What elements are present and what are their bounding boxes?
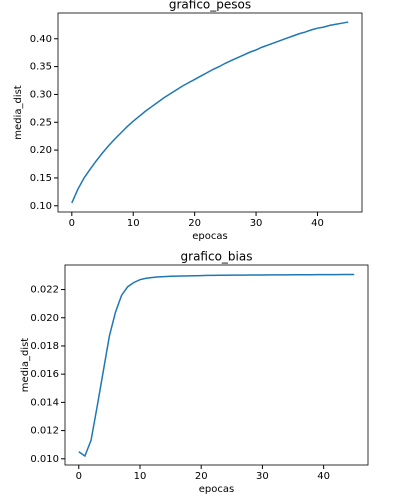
x-tick-label: 10 [127,218,140,229]
x-tick-label: 30 [256,471,269,482]
y-tick-label: 0.020 [30,313,59,324]
y-tick-label: 0.10 [30,201,52,212]
x-tick-label: 40 [311,218,324,229]
y-tick-label: 0.25 [30,117,52,128]
axes-frame [64,264,369,466]
chart-title: grafico_pesos [169,0,251,12]
y-tick-label: 0.014 [30,397,59,408]
y-tick-label: 0.40 [30,34,52,45]
x-tick-label: 10 [134,471,147,482]
y-tick-label: 0.022 [30,285,59,296]
y-tick-label: 0.35 [30,62,52,73]
y-tick-label: 0.20 [30,145,52,156]
y-tick-label: 0.012 [30,426,59,437]
y-axis-label: media_dist [13,85,24,139]
x-tick-label: 0 [69,218,75,229]
line-series [78,273,355,458]
y-tick-label: 0.30 [30,89,52,100]
line-series [71,21,349,204]
y-tick-label: 0.15 [30,173,52,184]
y-tick-label: 0.010 [30,454,59,465]
x-tick-label: 20 [188,218,201,229]
x-tick-label: 40 [317,471,330,482]
chart-title: grafico_bias [181,250,253,264]
x-axis-label: epocas [199,484,234,495]
x-tick-label: 30 [250,218,263,229]
axes-frame [57,12,363,213]
x-tick-label: 20 [195,471,208,482]
x-tick-label: 0 [76,471,82,482]
y-tick-label: 0.018 [30,341,59,352]
y-tick-label: 0.016 [30,369,59,380]
x-axis-label: epocas [192,231,227,242]
y-axis-label: media_dist [20,338,31,392]
